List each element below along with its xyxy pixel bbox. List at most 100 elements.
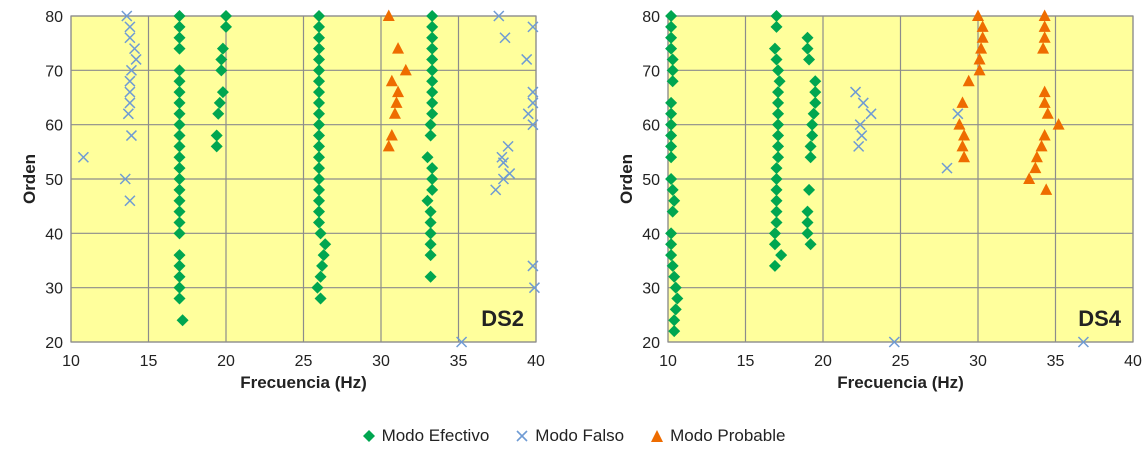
point-false: [854, 119, 866, 131]
point-effective: [807, 107, 820, 120]
point-effective: [426, 107, 439, 120]
legend-label-probable: Modo Probable: [670, 426, 786, 445]
point-false: [124, 97, 136, 109]
point-stroke: [122, 108, 134, 120]
triangle-icon: [651, 430, 664, 442]
point-probable: [1035, 139, 1048, 152]
legend-label-effective: Modo Efectivo: [381, 426, 490, 445]
point-false: [527, 21, 539, 33]
point-effective: [173, 162, 186, 175]
point-effective: [424, 227, 437, 240]
point-effective: [803, 53, 816, 66]
point-effective: [768, 227, 781, 240]
point-effective: [668, 314, 681, 327]
point-false: [119, 173, 131, 185]
point-stroke: [850, 86, 862, 98]
y-axis-title: Orden: [20, 154, 39, 204]
point-probable: [385, 74, 398, 87]
point-stroke: [502, 140, 514, 152]
point-effective: [173, 173, 186, 185]
point-effective: [426, 183, 439, 196]
point-effective: [424, 205, 437, 218]
point-effective: [665, 42, 678, 55]
point-effective: [801, 227, 814, 240]
point-effective: [424, 249, 437, 262]
point-false: [857, 97, 869, 109]
point-stroke: [125, 64, 137, 76]
point-probable: [962, 74, 975, 87]
point-false: [888, 336, 900, 348]
point-effective: [313, 53, 325, 66]
x-tick-label: 25: [295, 353, 313, 370]
point-effective: [173, 259, 186, 272]
y-tick-label: 20: [45, 335, 63, 352]
point-effective: [665, 129, 678, 142]
point-effective: [173, 292, 186, 305]
point-effective: [665, 96, 678, 109]
point-stroke: [130, 53, 142, 65]
point-effective: [426, 53, 439, 66]
point-effective: [804, 238, 817, 251]
y-tick-label: 40: [642, 226, 660, 243]
point-effective: [173, 183, 186, 196]
x-tick-label: 20: [217, 353, 235, 370]
point-effective: [668, 325, 681, 338]
point-effective: [173, 270, 186, 283]
point-effective: [313, 173, 325, 185]
point-false: [527, 260, 539, 272]
x-axis-title: Frecuencia (Hz): [240, 373, 367, 392]
point-effective: [665, 10, 678, 22]
point-effective: [809, 75, 822, 88]
plot-border: [70, 15, 537, 343]
x-tick-label: 40: [1124, 353, 1142, 370]
point-effective: [666, 53, 679, 66]
point-effective: [803, 183, 816, 196]
legend-label-false: Modo Falso: [535, 426, 625, 445]
point-effective: [314, 270, 327, 283]
point-effective: [772, 129, 785, 142]
point-stroke: [527, 97, 539, 109]
point-false: [853, 140, 865, 152]
point-stroke: [854, 119, 866, 131]
point-probable: [956, 96, 969, 108]
point-effective: [426, 96, 439, 109]
point-effective: [424, 270, 437, 283]
point-effective: [173, 75, 186, 88]
legend-item-probable: Modo Probable: [650, 426, 785, 446]
point-probable: [1037, 42, 1050, 54]
point-effective: [801, 42, 814, 55]
point-effective: [804, 151, 817, 164]
point-stroke: [124, 32, 136, 44]
y-tick-label: 30: [45, 281, 63, 298]
point-probable: [972, 9, 984, 21]
point-effective: [313, 107, 325, 120]
point-effective: [213, 96, 226, 109]
point-effective: [772, 107, 785, 120]
point-probable: [399, 63, 412, 76]
x-tick-label: 25: [892, 353, 910, 370]
point-stroke: [129, 43, 141, 55]
point-false: [122, 108, 134, 120]
point-stroke: [853, 140, 865, 152]
point-effective: [173, 20, 186, 33]
point-probable: [1038, 85, 1051, 98]
x-tick-label: 20: [814, 353, 832, 370]
point-probable: [975, 42, 988, 54]
point-effective: [319, 238, 332, 251]
point-effective: [173, 194, 186, 207]
x-tick-label: 15: [737, 353, 755, 370]
point-false: [124, 75, 136, 87]
point-effective: [768, 238, 781, 251]
x-tick-label: 30: [969, 353, 987, 370]
point-effective: [668, 194, 681, 207]
point-effective: [770, 20, 783, 33]
point-false: [952, 108, 964, 120]
point-effective: [210, 140, 223, 153]
point-effective: [772, 96, 785, 109]
point-probable: [382, 9, 395, 21]
point-probable: [1038, 9, 1051, 21]
point-effective: [173, 31, 186, 44]
point-false: [499, 32, 511, 44]
point-effective: [317, 249, 330, 262]
point-effective: [314, 292, 327, 305]
